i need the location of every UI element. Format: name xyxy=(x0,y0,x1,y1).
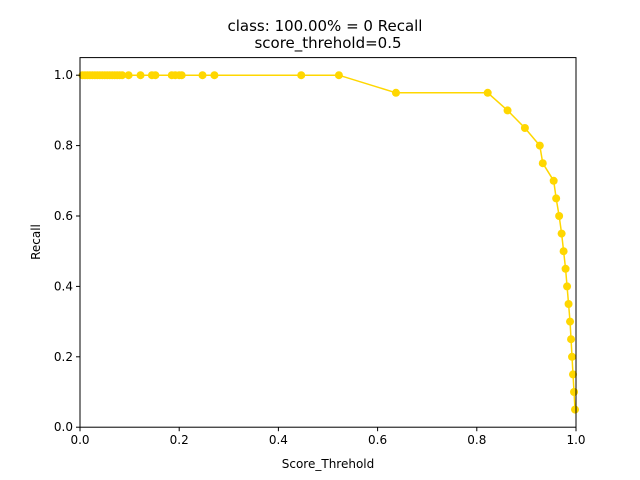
data-point xyxy=(503,106,512,115)
y-tick-label: 1.0 xyxy=(54,68,73,82)
y-tick-label: 0.8 xyxy=(54,139,73,153)
y-tick-label: 0.4 xyxy=(54,279,73,293)
recall-line xyxy=(82,74,576,410)
plot-area xyxy=(78,71,580,414)
data-point xyxy=(566,317,575,326)
data-point xyxy=(538,159,547,168)
data-point xyxy=(124,71,133,80)
data-point xyxy=(549,176,558,185)
chart-title-line1: class: 100.00% = 0 Recall xyxy=(228,17,423,35)
x-tick-label: 1.0 xyxy=(566,433,585,447)
data-point xyxy=(151,71,160,80)
data-point xyxy=(570,388,579,396)
data-point xyxy=(177,71,186,80)
data-point xyxy=(118,71,127,80)
x-tick-label: 0.8 xyxy=(467,433,486,447)
x-tick-label: 0.0 xyxy=(70,433,89,447)
data-point xyxy=(552,194,561,203)
axes-frame xyxy=(79,57,577,428)
data-point xyxy=(557,229,566,238)
data-point xyxy=(564,300,573,308)
data-point xyxy=(569,370,578,379)
data-point xyxy=(563,282,572,291)
y-tick-label: 0.2 xyxy=(54,350,73,364)
y-axis-label: Recall xyxy=(29,224,43,260)
chart-title-line2: score_threhold=0.5 xyxy=(254,34,401,53)
data-point xyxy=(210,71,219,80)
data-point xyxy=(297,71,306,80)
data-point xyxy=(334,71,343,80)
data-point xyxy=(198,71,207,80)
x-tick-label: 0.4 xyxy=(269,433,288,447)
data-point xyxy=(520,124,529,132)
data-point xyxy=(483,88,492,97)
x-tick-label: 0.6 xyxy=(368,433,387,447)
data-point xyxy=(567,335,576,344)
y-axis-ticks: 0.0 0.2 0.4 0.6 0.8 1.0 xyxy=(54,68,80,434)
data-point xyxy=(571,405,580,414)
y-tick-label: 0.0 xyxy=(54,420,73,434)
data-point xyxy=(136,71,145,80)
data-point xyxy=(391,88,400,97)
data-point xyxy=(555,212,564,220)
data-point xyxy=(568,352,577,361)
data-point xyxy=(559,247,568,256)
x-tick-label: 0.2 xyxy=(170,433,189,447)
y-tick-label: 0.6 xyxy=(54,209,73,223)
data-point xyxy=(561,264,570,273)
x-axis-label: Score_Threhold xyxy=(282,457,375,471)
x-axis-ticks: 0.0 0.2 0.4 0.6 0.8 1.0 xyxy=(70,427,586,447)
data-point xyxy=(535,141,544,150)
